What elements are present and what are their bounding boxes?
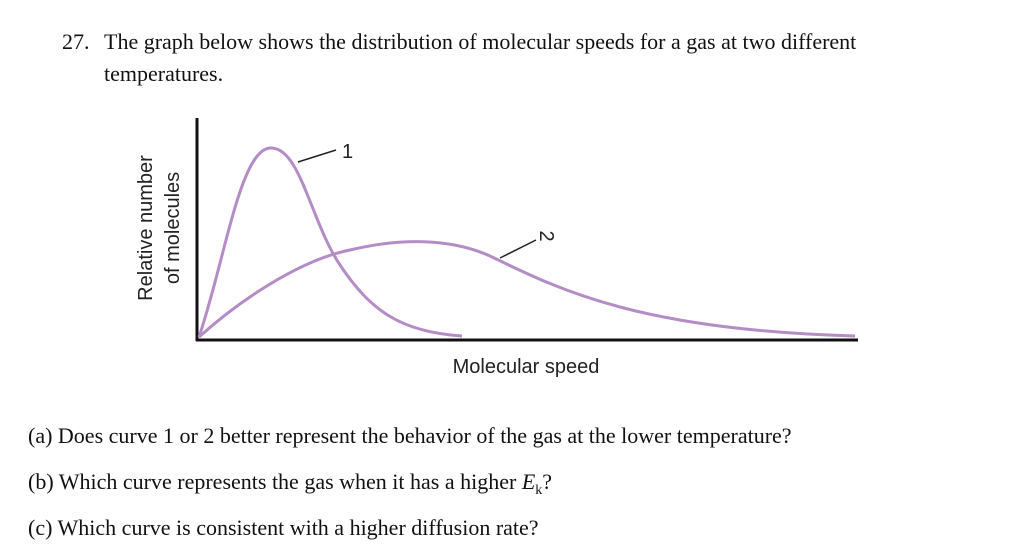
curve-label: 1 (342, 141, 353, 163)
symbol: E (521, 469, 536, 494)
part: (c) Which curve is consistent with a hig… (28, 515, 539, 540)
part-text: Which curve represents the gas when it h… (59, 469, 517, 494)
part-text: Which curve is consistent with a higher … (58, 515, 539, 540)
y-axis-label: of molecules (162, 172, 184, 284)
part-text: Does curve 1 or 2 better represent the b… (58, 423, 792, 448)
part: (a) Does curve 1 or 2 better represent t… (28, 423, 792, 448)
y-axis-label: Relative number (135, 155, 157, 301)
question-text: The graph below shows the distribution o… (104, 29, 856, 54)
question-number: 27. (62, 29, 90, 54)
curve-label: 2 (535, 230, 557, 241)
part-label: (c) (28, 515, 52, 540)
part-end: ? (542, 469, 552, 494)
leader-line (297, 149, 337, 163)
graph: 1 2 Relative number of molecules Molecul… (135, 118, 858, 378)
part: (b) Which curve represents the gas when … (28, 469, 552, 498)
part-label: (b) (28, 469, 54, 494)
leader-line (499, 239, 537, 259)
question-text: temperatures. (104, 61, 223, 86)
curve (197, 146, 463, 338)
part-label: (a) (28, 423, 52, 448)
curve (197, 240, 856, 339)
subscript: k (535, 483, 542, 498)
x-axis-label: Molecular speed (453, 356, 600, 378)
